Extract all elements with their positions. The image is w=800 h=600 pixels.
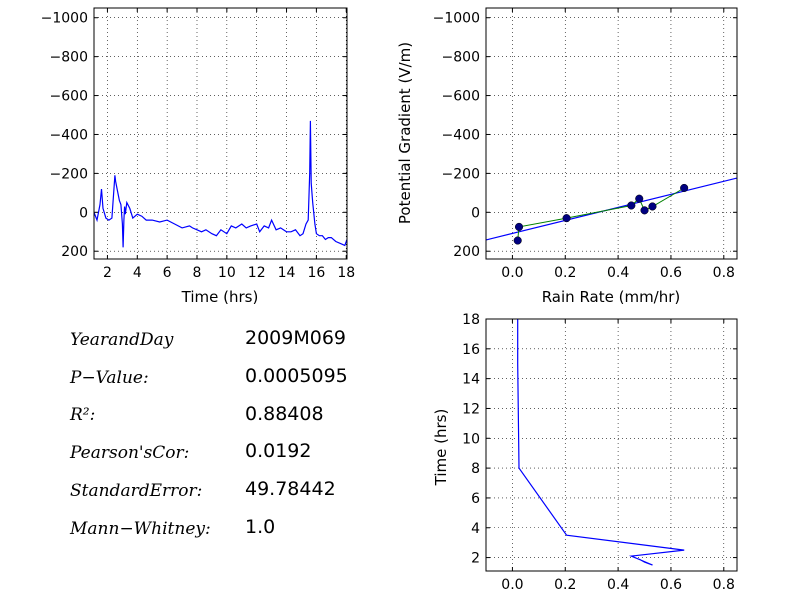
rain-time-gridlines xyxy=(486,318,737,571)
pg-time-x-tick-labels: 2 4 6 8 10 12 14 16 18 xyxy=(103,265,355,281)
rain-time-x-tick-labels: 0.0 0.2 0.4 0.6 0.8 xyxy=(501,577,735,593)
rain-time-y-tick-label: 16 xyxy=(462,342,480,358)
pg-time-y-tick-label: 0 xyxy=(79,205,88,221)
rain-time-y-tick-label: 2 xyxy=(471,551,480,567)
rain-time-x-tick-label: 0.2 xyxy=(554,577,576,593)
pg-time-x-axis-label: Time (hrs) xyxy=(181,288,259,306)
pg-time-y-tick-label: −600 xyxy=(50,89,88,105)
stat-value-mann-whitney: 1.0 xyxy=(245,516,275,538)
statistics-table: YearandDay 2009M069 P−Value: 0.0005095 R… xyxy=(69,327,348,539)
rain-time-y-tick-labels: 2 4 6 8 10 12 14 16 18 xyxy=(462,312,480,567)
pg-time-panel: 2 4 6 8 10 12 14 16 18 −1000 −800 −600 −400 −200 0 200… xyxy=(41,7,355,306)
pg-rain-gridlines xyxy=(486,8,737,259)
pg-time-x-tick-label: 10 xyxy=(218,265,236,281)
pg-rain-y-axis-label: Potential Gradient (V/m) xyxy=(396,42,414,224)
pg-rain-x-tick-label: 0.8 xyxy=(713,265,735,281)
stat-name-year-day: YearandDay xyxy=(70,330,174,350)
pg-rain-y-tick-label: −800 xyxy=(442,50,480,66)
stat-name-mann-whitney: Mann−Whitney: xyxy=(69,519,211,539)
pg-rain-x-tick-labels: 0.0 0.2 0.4 0.6 0.8 xyxy=(501,265,735,281)
pg-rain-y-tick-label: −400 xyxy=(442,127,480,143)
rain-time-y-tick-label: 8 xyxy=(471,461,480,477)
rain-time-y-tick-label: 18 xyxy=(462,312,480,328)
rain-time-x-tick-label: 0.4 xyxy=(607,577,629,593)
rain-time-x-tick-label: 0.6 xyxy=(660,577,682,593)
pg-time-y-tick-label: −800 xyxy=(50,50,88,66)
pg-rain-y-tick-label: 0 xyxy=(471,205,480,221)
pg-rain-plot-area xyxy=(486,177,737,245)
pg-rain-data-point xyxy=(635,194,644,203)
rain-time-y-tick-label: 6 xyxy=(471,491,480,507)
rain-time-frame xyxy=(485,318,738,572)
pg-rain-y-tick-label: −1000 xyxy=(433,11,480,27)
pg-time-series-line xyxy=(94,120,347,248)
pg-rain-y-tick-label: −200 xyxy=(442,166,480,182)
pg-time-x-tick-label: 4 xyxy=(133,265,142,281)
pg-rain-x-tick-label: 0.0 xyxy=(501,265,523,281)
rain-time-series xyxy=(517,319,685,566)
rain-time-plot-area xyxy=(517,319,685,566)
pg-rain-data-point xyxy=(562,214,571,223)
pg-rain-x-tick-label: 0.4 xyxy=(607,265,629,281)
pg-time-x-tick-label: 2 xyxy=(103,265,112,281)
pg-rain-frame xyxy=(485,7,738,260)
pg-time-y-tick-label: 200 xyxy=(61,244,88,260)
pg-rain-x-tick-label: 0.6 xyxy=(660,265,682,281)
pg-rain-data-point xyxy=(680,183,689,193)
rain-time-y-tick-label: 4 xyxy=(471,521,480,537)
stat-value-p-value: 0.0005095 xyxy=(245,365,348,387)
pg-time-y-tick-label: −1000 xyxy=(41,11,88,27)
pg-rain-data-point xyxy=(513,236,522,245)
pg-time-x-tick-label: 14 xyxy=(278,265,296,281)
stat-value-r-squared: 0.88408 xyxy=(245,403,324,425)
pg-rain-data-point xyxy=(514,222,524,231)
pg-rain-data-point xyxy=(648,202,657,211)
pg-time-frame xyxy=(93,7,348,260)
pg-rain-y-tick-label: −600 xyxy=(442,89,480,105)
stat-name-r-squared: R²: xyxy=(69,405,95,425)
stat-value-pearson: 0.0192 xyxy=(245,440,311,462)
stat-name-standard-error: StandardError: xyxy=(70,481,202,501)
pg-time-y-tick-label: −400 xyxy=(50,127,88,143)
rain-time-panel: 0.0 0.2 0.4 0.6 0.8 2 4 6 8 10 12 14 16 18 Time (hrs… xyxy=(432,312,738,593)
pg-rain-x-axis-label: Rain Rate (mm/hr) xyxy=(542,288,681,306)
pg-rain-panel: 0.0 0.2 0.4 0.6 0.8 −1000 −800 −600 −400 −200 0 20… xyxy=(396,7,738,306)
pg-time-series xyxy=(94,120,347,248)
stat-name-pearson: Pearson'sCor: xyxy=(69,443,189,463)
pg-time-x-tick-label: 6 xyxy=(163,265,172,281)
pg-rain-x-tick-label: 0.2 xyxy=(554,265,576,281)
pg-time-plot-area xyxy=(94,120,347,248)
pg-time-x-tick-label: 18 xyxy=(337,265,355,281)
stat-value-year-day: 2009M069 xyxy=(245,327,346,349)
pg-time-x-tick-label: 8 xyxy=(193,265,202,281)
rain-time-x-tick-label: 0.0 xyxy=(501,577,523,593)
pg-time-y-tick-label: −200 xyxy=(50,166,88,182)
pg-time-x-tick-label: 16 xyxy=(307,265,325,281)
pg-time-gridlines xyxy=(94,8,347,259)
rain-time-y-axis-label: Time (hrs) xyxy=(432,409,450,487)
rain-time-y-tick-label: 10 xyxy=(462,431,480,447)
rain-time-x-tick-label: 0.8 xyxy=(713,577,735,593)
rain-time-y-tick-label: 12 xyxy=(462,401,480,417)
stat-name-p-value: P−Value: xyxy=(69,368,149,388)
pg-rain-series xyxy=(486,177,737,245)
pg-rain-y-tick-labels: −1000 −800 −600 −400 −200 0 200 xyxy=(433,11,480,260)
pg-time-y-tick-labels: −1000 −800 −600 −400 −200 0 200 xyxy=(41,11,88,260)
pg-time-x-tick-label: 12 xyxy=(248,265,266,281)
rain-time-series-line xyxy=(517,319,685,566)
pg-rain-data-point xyxy=(627,201,636,210)
stat-value-standard-error: 49.78442 xyxy=(245,478,336,500)
pg-rain-y-tick-label: 200 xyxy=(453,244,480,260)
pg-rain-data-point xyxy=(640,206,649,215)
rain-time-y-tick-label: 14 xyxy=(462,372,480,388)
